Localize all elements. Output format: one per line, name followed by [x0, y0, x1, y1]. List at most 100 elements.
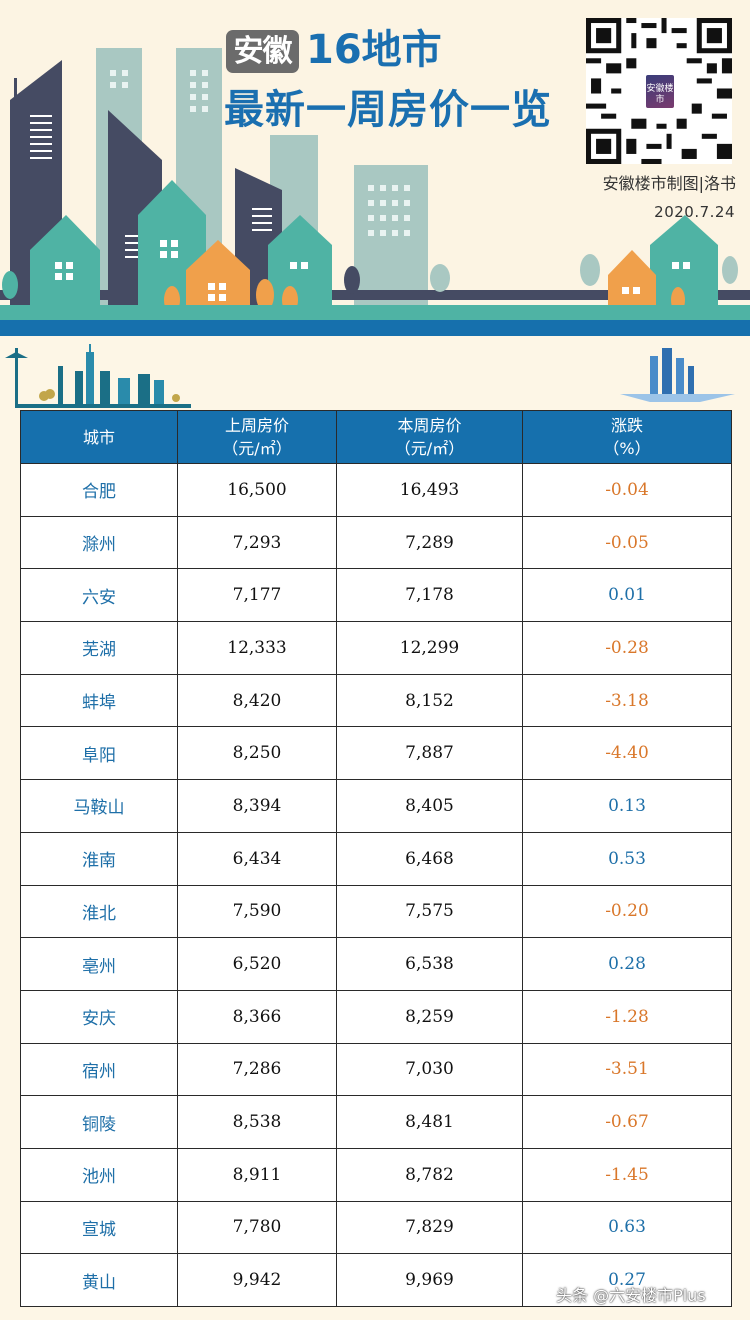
qr-logo-icon: 安徽楼市 — [644, 73, 676, 110]
skyline-strip-decoration — [5, 344, 735, 408]
header-this-week-unit: （元/㎡） — [394, 439, 465, 458]
last-week-price: 12,333 — [177, 621, 337, 675]
city-cell: 滁州 — [20, 515, 178, 570]
last-week-price: 8,394 — [177, 779, 337, 833]
city-cell: 芜湖 — [20, 621, 178, 675]
date-text: 2020.7.24 — [654, 203, 735, 221]
last-week-price: 8,366 — [177, 989, 337, 1044]
city-cell: 亳州 — [20, 937, 178, 991]
header-last-week-label: 上周房价 — [224, 416, 289, 435]
last-week-price: 6,520 — [177, 937, 337, 991]
table-row: 黄山 9,942 9,969 0.27 — [20, 1253, 732, 1307]
this-week-price: 12,299 — [336, 621, 523, 675]
change-percent: -0.20 — [522, 884, 732, 939]
city-cell: 安庆 — [20, 989, 178, 1044]
change-percent: 0.13 — [522, 779, 732, 833]
city-cell: 宣城 — [20, 1200, 178, 1255]
change-percent: 0.63 — [522, 1200, 732, 1255]
this-week-price: 8,152 — [336, 673, 523, 728]
change-percent: -3.51 — [522, 1042, 732, 1097]
qr-code[interactable]: 安徽楼市 — [586, 18, 732, 164]
last-week-price: 8,420 — [177, 673, 337, 728]
city-cell: 池州 — [20, 1147, 178, 1202]
city-cell: 马鞍山 — [20, 779, 178, 833]
table-row: 阜阳 8,250 7,887 -4.40 — [20, 726, 732, 781]
last-week-price: 7,177 — [177, 568, 337, 623]
airplane-icon — [5, 348, 28, 408]
credit-text: 安徽楼市制图|洛书 — [602, 174, 736, 193]
city-cell: 蚌埠 — [20, 673, 178, 728]
this-week-price: 7,030 — [336, 1042, 523, 1097]
last-week-price: 16,500 — [177, 463, 337, 517]
change-percent: -0.04 — [522, 463, 732, 517]
last-week-price: 9,942 — [177, 1253, 337, 1307]
header-this-week-label: 本周房价 — [397, 416, 462, 435]
city-cell: 黄山 — [20, 1253, 178, 1307]
table-row: 宿州 7,286 7,030 -3.51 — [20, 1042, 732, 1097]
table-row: 蚌埠 8,420 8,152 -3.18 — [20, 673, 732, 728]
table-row: 宣城 7,780 7,829 0.63 — [20, 1200, 732, 1255]
last-week-price: 8,250 — [177, 726, 337, 781]
table-row: 安庆 8,366 8,259 -1.28 — [20, 989, 732, 1044]
header-city-label: 城市 — [82, 427, 115, 447]
last-week-price: 6,434 — [177, 831, 337, 886]
header-change-unit: （%） — [603, 439, 651, 458]
banner-divider — [0, 320, 750, 336]
header-change: 涨跌 （%） — [522, 410, 732, 464]
table-row: 芜湖 12,333 12,299 -0.28 — [20, 621, 732, 675]
table-row: 亳州 6,520 6,538 0.28 — [20, 937, 732, 991]
city-skyline-illustration — [0, 48, 750, 321]
header-banner: 安徽 16地市 最新一周房价一览 安徽楼市 安徽楼市制图|洛书 2020.7.2… — [0, 0, 750, 336]
this-week-price: 7,575 — [336, 884, 523, 939]
change-percent: -1.45 — [522, 1147, 732, 1202]
left-city-skyline-icon — [15, 344, 191, 408]
change-percent: 0.27 — [522, 1253, 732, 1307]
last-week-price: 8,538 — [177, 1095, 337, 1149]
city-cell: 合肥 — [20, 463, 178, 517]
table-row: 合肥 16,500 16,493 -0.04 — [20, 463, 732, 517]
last-week-price: 7,590 — [177, 884, 337, 939]
right-city-skyline-icon — [620, 348, 735, 402]
this-week-price: 7,829 — [336, 1200, 523, 1255]
last-week-price: 7,293 — [177, 515, 337, 570]
table-row: 马鞍山 8,394 8,405 0.13 — [20, 779, 732, 833]
header-last-week: 上周房价 （元/㎡） — [177, 410, 337, 464]
city-cell: 六安 — [20, 568, 178, 623]
source-watermark: 头条 @六安楼市Plus — [556, 1286, 706, 1305]
change-percent: -4.40 — [522, 726, 732, 781]
price-table: 城市 上周房价 （元/㎡） 本周房价 （元/㎡） 涨跌 （%） 合肥 16,500 16,… — [20, 410, 732, 1307]
table-row: 六安 7,177 7,178 0.01 — [20, 568, 732, 623]
this-week-price: 8,259 — [336, 989, 523, 1044]
table-header-row: 城市 上周房价 （元/㎡） 本周房价 （元/㎡） 涨跌 （%） — [20, 410, 732, 464]
change-percent: 0.28 — [522, 937, 732, 991]
table-row: 淮南 6,434 6,468 0.53 — [20, 831, 732, 886]
table-row: 滁州 7,293 7,289 -0.05 — [20, 515, 732, 570]
city-cell: 宿州 — [20, 1042, 178, 1097]
change-percent: -3.18 — [522, 673, 732, 728]
header-last-week-unit: （元/㎡） — [222, 439, 292, 458]
table-row: 铜陵 8,538 8,481 -0.67 — [20, 1095, 732, 1149]
this-week-price: 7,887 — [336, 726, 523, 781]
city-cell: 淮南 — [20, 831, 178, 886]
this-week-price: 6,468 — [336, 831, 523, 886]
this-week-price: 8,405 — [336, 779, 523, 833]
change-percent: -0.28 — [522, 621, 732, 675]
table-row: 池州 8,911 8,782 -1.45 — [20, 1147, 732, 1202]
change-percent: 0.01 — [522, 568, 732, 623]
last-week-price: 8,911 — [177, 1147, 337, 1202]
city-cell: 阜阳 — [20, 726, 178, 781]
title-badge: 安徽 — [226, 30, 299, 73]
this-week-price: 16,493 — [336, 463, 523, 517]
this-week-price: 7,289 — [336, 515, 523, 570]
city-cell: 淮北 — [20, 884, 178, 939]
last-week-price: 7,780 — [177, 1200, 337, 1255]
page-title-line2: 最新一周房价一览 — [224, 87, 552, 133]
change-percent: -0.05 — [522, 515, 732, 570]
change-percent: 0.53 — [522, 831, 732, 886]
this-week-price: 7,178 — [336, 568, 523, 623]
this-week-price: 8,481 — [336, 1095, 523, 1149]
city-cell: 铜陵 — [20, 1095, 178, 1149]
change-percent: -0.67 — [522, 1095, 732, 1149]
this-week-price: 8,782 — [336, 1147, 523, 1202]
table-row: 淮北 7,590 7,575 -0.20 — [20, 884, 732, 939]
